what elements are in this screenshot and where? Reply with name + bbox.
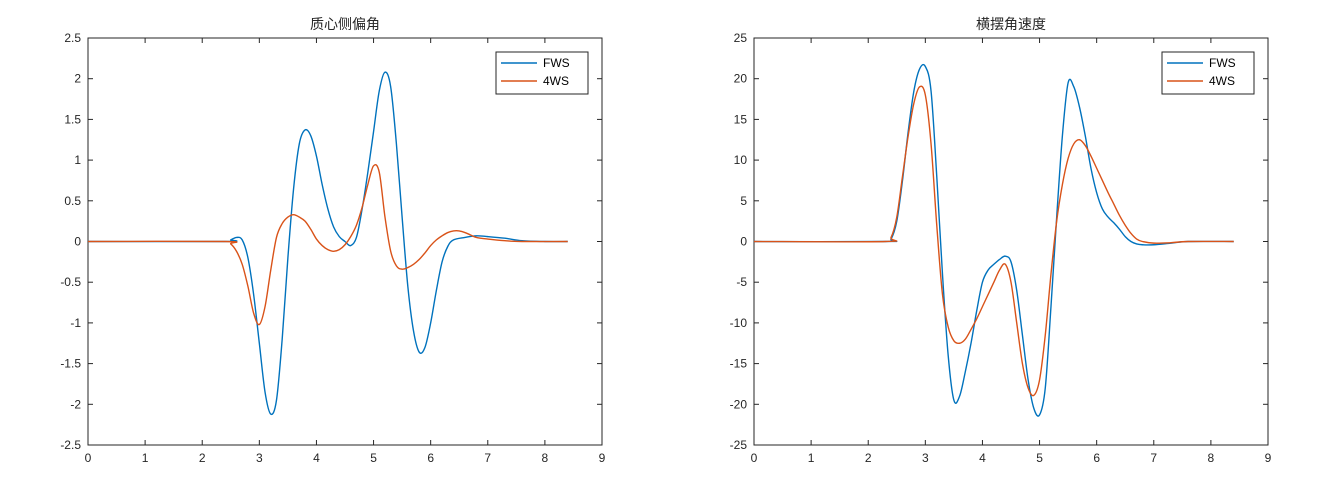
y-tick-label: -1.5	[60, 357, 81, 371]
series-line-fws	[88, 71, 568, 416]
y-tick-label: 20	[734, 72, 748, 86]
y-tick-label: 2	[74, 72, 81, 86]
x-tick-label: 2	[865, 451, 872, 465]
x-tick-label: 3	[256, 451, 263, 465]
y-tick-label: 0	[740, 235, 747, 249]
y-tick-label: -0.5	[60, 275, 81, 289]
chart-1: 0 1 2 3 4 5 6 7 8 9 2.5 2 1.5 1 0.5 0 -0.5 -1 -1.5 -2 -2.5 质心…	[60, 17, 605, 465]
x-tick-label: 9	[599, 451, 606, 465]
y-tick-label: 10	[734, 153, 748, 167]
y-tick-label: -25	[730, 438, 748, 452]
y-tick-label: 5	[740, 194, 747, 208]
x-tick-label: 0	[85, 451, 92, 465]
y-tick-label: 0	[74, 235, 81, 249]
x-tick-label: 1	[142, 451, 149, 465]
legend: FWS 4WS	[1161, 51, 1255, 95]
y-tick-label: -15	[730, 357, 748, 371]
y-tick-label: -2.5	[60, 438, 81, 452]
x-tick-label: 1	[808, 451, 815, 465]
legend-label-4ws: 4WS	[543, 74, 569, 88]
y-tick-label: 0.5	[64, 194, 81, 208]
legend-label-fws: FWS	[1209, 56, 1236, 70]
x-tick-label: 9	[1265, 451, 1272, 465]
x-tick-label: 5	[1036, 451, 1043, 465]
series-line-4ws	[754, 85, 1234, 397]
x-tick-label: 4	[313, 451, 320, 465]
legend-label-4ws: 4WS	[1209, 74, 1235, 88]
series-line-fws	[754, 63, 1234, 417]
y-tick-label: -1	[70, 316, 81, 330]
x-tick-label: 3	[922, 451, 929, 465]
x-tick-label: 4	[979, 451, 986, 465]
x-tick-label: 7	[484, 451, 491, 465]
x-tick-label: 7	[1150, 451, 1157, 465]
x-tick-label: 0	[751, 451, 758, 465]
legend: FWS 4WS	[495, 51, 589, 95]
y-tick-label: 1.5	[64, 112, 81, 126]
y-tick-label: -10	[730, 316, 748, 330]
chart-2: 0 1 2 3 4 5 6 7 8 9 25 20 15 10 5 0 -5 -10 -15 -20 -25 横摆角速度 F…	[730, 17, 1272, 465]
y-tick-label: 1	[74, 153, 81, 167]
series-line-4ws	[88, 164, 568, 326]
chart-title: 质心侧偏角	[310, 17, 380, 33]
x-tick-label: 8	[1208, 451, 1215, 465]
y-tick-label: 15	[734, 112, 748, 126]
chart-title: 横摆角速度	[976, 17, 1046, 33]
legend-label-fws: FWS	[543, 56, 570, 70]
x-tick-label: 2	[199, 451, 206, 465]
x-tick-label: 6	[427, 451, 434, 465]
y-tick-label: -2	[70, 397, 81, 411]
y-tick-label: -20	[730, 397, 748, 411]
x-tick-label: 5	[370, 451, 377, 465]
legend-box	[1161, 51, 1255, 95]
y-tick-label: 2.5	[64, 31, 81, 45]
legend-box	[495, 51, 589, 95]
y-tick-label: -5	[736, 275, 747, 289]
x-tick-label: 8	[542, 451, 549, 465]
y-tick-label: 25	[734, 31, 748, 45]
x-tick-label: 6	[1093, 451, 1100, 465]
